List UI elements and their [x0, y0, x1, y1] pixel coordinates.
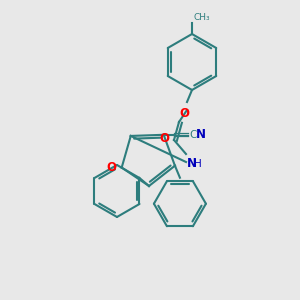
Text: N: N: [196, 128, 206, 141]
Text: CH₃: CH₃: [194, 13, 211, 22]
Text: C: C: [190, 130, 197, 140]
Text: O: O: [159, 131, 169, 145]
Text: N: N: [187, 157, 197, 170]
Text: O: O: [179, 107, 189, 120]
Text: O: O: [107, 161, 117, 174]
Text: H: H: [194, 159, 202, 169]
